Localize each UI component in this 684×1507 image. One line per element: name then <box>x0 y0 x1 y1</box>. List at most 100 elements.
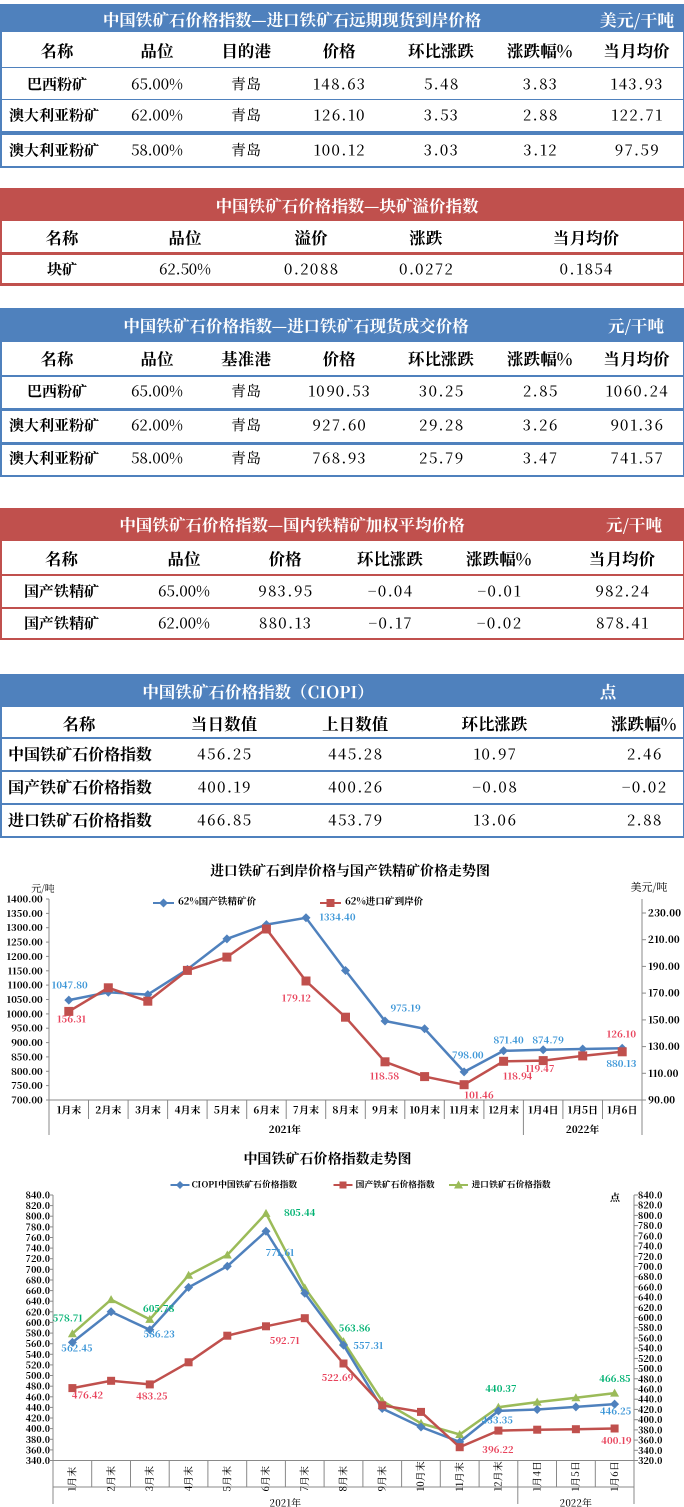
svg-text:101.46: 101.46 <box>465 1088 494 1102</box>
svg-text:771.61: 771.61 <box>266 1245 295 1259</box>
svg-text:国产铁矿石价格指数: 国产铁矿石价格指数 <box>356 1178 435 1191</box>
svg-text:560.0: 560.0 <box>638 1332 663 1345</box>
svg-text:元/吨: 元/吨 <box>31 880 55 895</box>
svg-text:400.0: 400.0 <box>638 1413 663 1426</box>
svg-text:130.00: 130.00 <box>648 1038 681 1053</box>
svg-text:1月4日: 1月4日 <box>528 1102 559 1117</box>
svg-text:740.0: 740.0 <box>26 1242 51 1255</box>
svg-text:540.0: 540.0 <box>26 1348 51 1361</box>
svg-text:460.0: 460.0 <box>26 1390 51 1403</box>
svg-text:7月末: 7月末 <box>293 1102 319 1117</box>
svg-text:600.0: 600.0 <box>638 1311 663 1324</box>
svg-text:580.0: 580.0 <box>638 1321 663 1334</box>
svg-text:1100.00: 1100.00 <box>8 978 43 992</box>
svg-text:700.0: 700.0 <box>638 1260 663 1273</box>
svg-text:805.44: 805.44 <box>284 1205 317 1219</box>
svg-text:540.0: 540.0 <box>638 1342 663 1355</box>
svg-text:605.78: 605.78 <box>143 1301 175 1315</box>
svg-text:680.0: 680.0 <box>638 1270 663 1283</box>
svg-text:5月末: 5月末 <box>219 1466 234 1492</box>
svg-text:900.00: 900.00 <box>11 1035 43 1049</box>
svg-text:1300.00: 1300.00 <box>7 920 43 934</box>
svg-text:520.0: 520.0 <box>638 1352 663 1365</box>
svg-text:1月5日: 1月5日 <box>567 1461 582 1491</box>
svg-text:12月末: 12月末 <box>488 1102 519 1117</box>
svg-text:2022年: 2022年 <box>566 1121 600 1136</box>
svg-text:874.79: 874.79 <box>532 1033 564 1047</box>
svg-text:170.00: 170.00 <box>648 985 681 1000</box>
svg-text:1月6日: 1月6日 <box>606 1461 621 1491</box>
svg-text:360.0: 360.0 <box>26 1443 51 1456</box>
svg-text:420.0: 420.0 <box>638 1403 663 1416</box>
svg-text:点: 点 <box>610 1189 620 1204</box>
svg-text:进口铁矿石价格指数: 进口铁矿石价格指数 <box>471 1178 551 1191</box>
svg-text:750.00: 750.00 <box>11 1078 43 1092</box>
svg-text:5月末: 5月末 <box>213 1102 240 1117</box>
svg-text:840.0: 840.0 <box>26 1189 51 1202</box>
svg-text:420.0: 420.0 <box>26 1412 51 1425</box>
svg-text:975.19: 975.19 <box>390 1001 421 1015</box>
svg-text:1334.40: 1334.40 <box>320 910 356 924</box>
svg-text:880.13: 880.13 <box>606 1056 637 1070</box>
svg-text:156.31: 156.31 <box>57 1012 87 1026</box>
svg-text:1000.00: 1000.00 <box>7 1006 43 1020</box>
svg-text:820.0: 820.0 <box>638 1199 663 1212</box>
svg-text:440.0: 440.0 <box>638 1393 663 1406</box>
svg-text:780.0: 780.0 <box>638 1219 663 1232</box>
svg-text:118.94: 118.94 <box>503 1069 533 1083</box>
svg-text:560.0: 560.0 <box>26 1337 51 1350</box>
svg-text:700.0: 700.0 <box>26 1263 51 1276</box>
svg-text:660.0: 660.0 <box>26 1284 51 1297</box>
svg-text:563.86: 563.86 <box>338 1321 371 1335</box>
svg-text:440.37: 440.37 <box>485 1381 516 1395</box>
svg-text:1400.00: 1400.00 <box>7 892 43 906</box>
svg-text:700.00: 700.00 <box>11 1093 43 1107</box>
svg-text:4月末: 4月末 <box>180 1466 195 1492</box>
svg-text:10月末: 10月末 <box>409 1102 440 1117</box>
svg-text:400.19: 400.19 <box>601 1433 632 1447</box>
svg-text:1047.80: 1047.80 <box>52 978 88 992</box>
svg-text:500.0: 500.0 <box>638 1362 663 1375</box>
svg-text:950.00: 950.00 <box>11 1021 43 1035</box>
svg-text:1050.00: 1050.00 <box>7 992 43 1006</box>
svg-text:340.0: 340.0 <box>26 1454 51 1467</box>
svg-text:557.31: 557.31 <box>352 1338 384 1352</box>
svg-text:760.0: 760.0 <box>638 1229 663 1242</box>
svg-text:1月4日: 1月4日 <box>528 1461 543 1491</box>
svg-text:1350.00: 1350.00 <box>7 906 43 920</box>
svg-text:720.0: 720.0 <box>638 1250 663 1263</box>
svg-text:798.00: 798.00 <box>452 1048 484 1062</box>
svg-text:660.0: 660.0 <box>638 1280 663 1293</box>
svg-text:500.0: 500.0 <box>26 1369 51 1382</box>
svg-text:2月末: 2月末 <box>95 1102 121 1117</box>
svg-text:562.45: 562.45 <box>60 1341 93 1355</box>
svg-text:520.0: 520.0 <box>26 1358 51 1371</box>
svg-text:7月末: 7月末 <box>296 1466 311 1492</box>
svg-text:396.22: 396.22 <box>482 1442 514 1456</box>
svg-text:62%国产铁精矿价: 62%国产铁精矿价 <box>178 894 256 908</box>
svg-text:8月末: 8月末 <box>333 1102 359 1117</box>
svg-text:11月末: 11月末 <box>451 1462 466 1491</box>
svg-text:62%进口矿到岸价: 62%进口矿到岸价 <box>345 894 423 908</box>
svg-text:380.0: 380.0 <box>638 1423 663 1436</box>
svg-text:320.0: 320.0 <box>638 1454 663 1467</box>
svg-text:640.0: 640.0 <box>638 1291 663 1304</box>
svg-text:118.58: 118.58 <box>370 1069 399 1083</box>
svg-text:466.85: 466.85 <box>599 1371 631 1385</box>
svg-text:586.23: 586.23 <box>143 1327 176 1341</box>
svg-text:800.0: 800.0 <box>638 1209 663 1222</box>
svg-text:433.35: 433.35 <box>482 1413 514 1427</box>
svg-text:446.25: 446.25 <box>600 1404 632 1418</box>
svg-text:480.0: 480.0 <box>638 1372 663 1385</box>
svg-text:400.0: 400.0 <box>26 1422 51 1435</box>
svg-text:800.0: 800.0 <box>26 1210 51 1223</box>
svg-text:进口铁矿石到岸价格与国产铁精矿价格走势图: 进口铁矿石到岸价格与国产铁精矿价格走势图 <box>210 861 490 881</box>
svg-text:美元/吨: 美元/吨 <box>631 879 668 895</box>
svg-text:90.00: 90.00 <box>648 1092 676 1107</box>
svg-text:780.0: 780.0 <box>26 1220 51 1233</box>
svg-text:1月6日: 1月6日 <box>607 1102 638 1117</box>
svg-text:12月末: 12月末 <box>490 1461 505 1491</box>
svg-text:340.0: 340.0 <box>638 1444 663 1457</box>
svg-text:3月末: 3月末 <box>135 1102 161 1117</box>
svg-text:600.0: 600.0 <box>26 1316 51 1329</box>
